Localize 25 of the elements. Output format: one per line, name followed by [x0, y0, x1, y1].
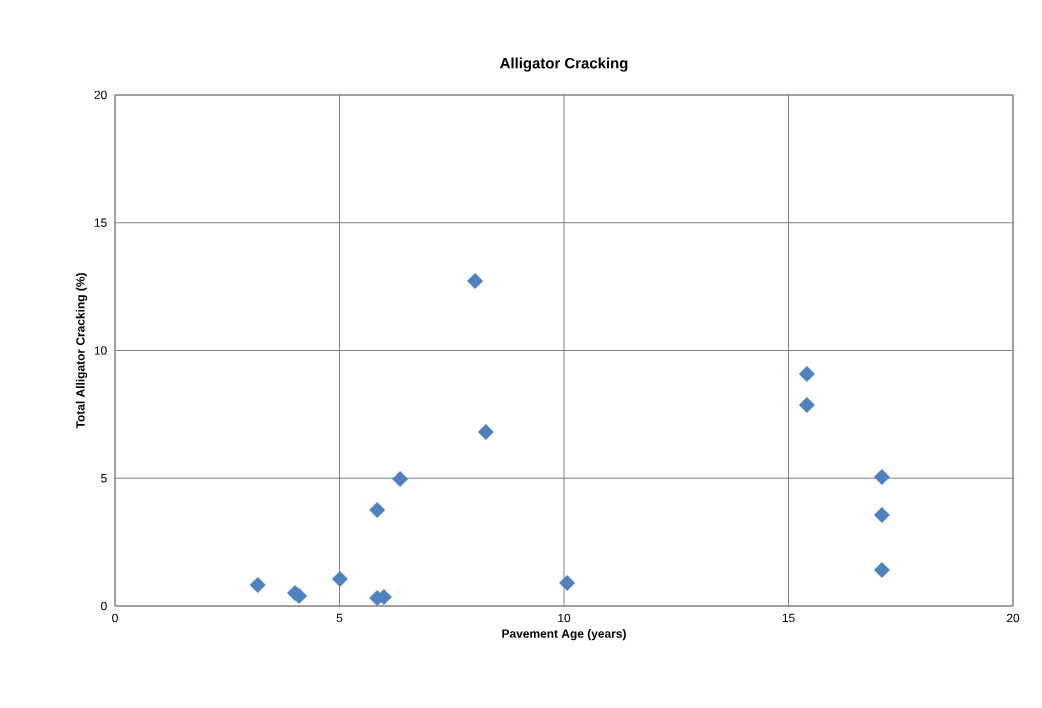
x-tick-label: 20: [1006, 613, 1020, 623]
point: [873, 562, 890, 578]
y-tick-label: 10: [94, 346, 107, 355]
point: [369, 501, 386, 518]
x-axis-title: Pavement Age (years): [502, 629, 626, 641]
y-tick-label: 5: [101, 474, 107, 483]
point: [331, 570, 348, 587]
point: [798, 366, 815, 382]
point: [249, 577, 266, 594]
x-tick-label: 15: [782, 613, 795, 623]
y-tick-label: 20: [94, 90, 107, 100]
point: [798, 396, 815, 413]
chart-title: Alligator Cracking: [500, 57, 628, 72]
x-tick-label: 0: [112, 613, 118, 623]
y-tick-label: 0: [101, 601, 107, 611]
point: [477, 424, 494, 440]
y-tick-label: 15: [94, 218, 107, 227]
point: [559, 575, 576, 591]
point: [467, 273, 484, 289]
point: [873, 468, 890, 485]
x-tick-label: 10: [558, 613, 571, 623]
point: [873, 507, 890, 524]
point: [392, 471, 409, 487]
x-tick-label: 5: [336, 613, 343, 623]
y-axis-title: Total Alligator Cracking (%): [75, 273, 88, 429]
